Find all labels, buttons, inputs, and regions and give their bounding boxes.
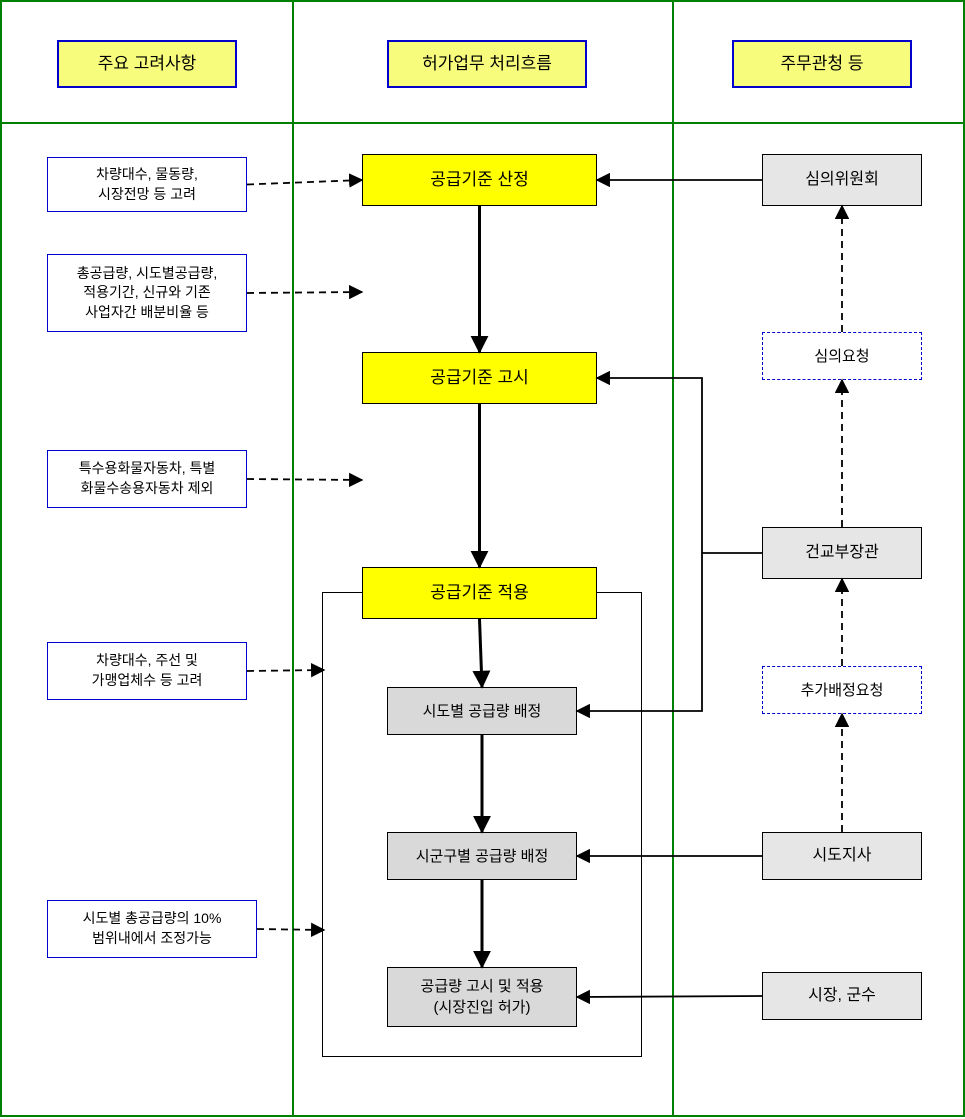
connector-c5f6 [257, 929, 324, 930]
authority-box-2: 심의요청 [762, 332, 922, 380]
grid-hline-1 [2, 122, 963, 124]
authority-1-text: 심의위원회 [805, 169, 879, 191]
header-left-label: 주요 고려사항 [98, 52, 197, 76]
authority-2-text: 심의요청 [814, 346, 869, 367]
flow-box-3: 공급기준 적용 [362, 567, 597, 619]
connector-a3f2 [597, 378, 762, 553]
flow-1-text: 공급기준 산정 [430, 168, 529, 192]
consider-box-1: 차량대수, 물동량,시장전망 등 고려 [47, 157, 247, 212]
header-center-label: 허가업무 처리흐름 [422, 52, 552, 76]
flow-4-text: 시도별 공급량 배정 [423, 701, 542, 722]
authority-5-text: 시도지사 [813, 845, 872, 867]
consider-1-text: 차량대수, 물동량,시장전망 등 고려 [96, 165, 198, 204]
authority-box-6: 시장, 군수 [762, 972, 922, 1020]
consider-2-text: 총공급량, 시도별공급량,적용기간, 신규와 기존사업자간 배분비율 등 [77, 264, 217, 323]
flow-5-text: 시군구별 공급량 배정 [416, 846, 549, 867]
consider-box-2: 총공급량, 시도별공급량,적용기간, 신규와 기존사업자간 배분비율 등 [47, 254, 247, 332]
grid-vline-2 [672, 2, 674, 1115]
connector-c4f4 [247, 670, 324, 671]
flow-box-4: 시도별 공급량 배정 [387, 687, 577, 735]
flow-2-text: 공급기준 고시 [430, 366, 529, 390]
authority-6-text: 시장, 군수 [808, 985, 876, 1007]
header-right-label: 주무관청 등 [781, 52, 864, 76]
flow-box-1: 공급기준 산정 [362, 154, 597, 206]
flow-box-6: 공급량 고시 및 적용(시장진입 허가) [387, 967, 577, 1027]
connector-c1f1 [247, 180, 362, 185]
header-center: 허가업무 처리흐름 [387, 40, 587, 88]
diagram-canvas: 주요 고려사항 허가업무 처리흐름 주무관청 등 차량대수, 물동량,시장전망 … [0, 0, 965, 1117]
consider-3-text: 특수용화물자동차, 특별화물수송용자동차 제외 [79, 459, 216, 498]
authority-box-3: 건교부장관 [762, 527, 922, 579]
authority-4-text: 추가배정요청 [801, 680, 884, 701]
consider-box-4: 차량대수, 주선 및가맹업체수 등 고려 [47, 642, 247, 700]
connector-c2f2 [247, 292, 362, 293]
header-left: 주요 고려사항 [57, 40, 237, 88]
flow-box-2: 공급기준 고시 [362, 352, 597, 404]
authority-box-5: 시도지사 [762, 832, 922, 880]
consider-5-text: 시도별 총공급량의 10%범위내에서 조정가능 [83, 909, 222, 948]
authority-3-text: 건교부장관 [805, 542, 879, 564]
flow-3-text: 공급기준 적용 [430, 581, 529, 605]
flow-box-5: 시군구별 공급량 배정 [387, 832, 577, 880]
consider-box-5: 시도별 총공급량의 10%범위내에서 조정가능 [47, 900, 257, 958]
authority-box-4: 추가배정요청 [762, 666, 922, 714]
consider-4-text: 차량대수, 주선 및가맹업체수 등 고려 [92, 651, 203, 690]
consider-box-3: 특수용화물자동차, 특별화물수송용자동차 제외 [47, 450, 247, 508]
flow-6-text: 공급량 고시 및 적용(시장진입 허가) [421, 976, 544, 1018]
authority-box-1: 심의위원회 [762, 154, 922, 206]
connector-c3f3 [247, 479, 362, 480]
header-right: 주무관청 등 [732, 40, 912, 88]
grid-vline-1 [292, 2, 294, 1115]
